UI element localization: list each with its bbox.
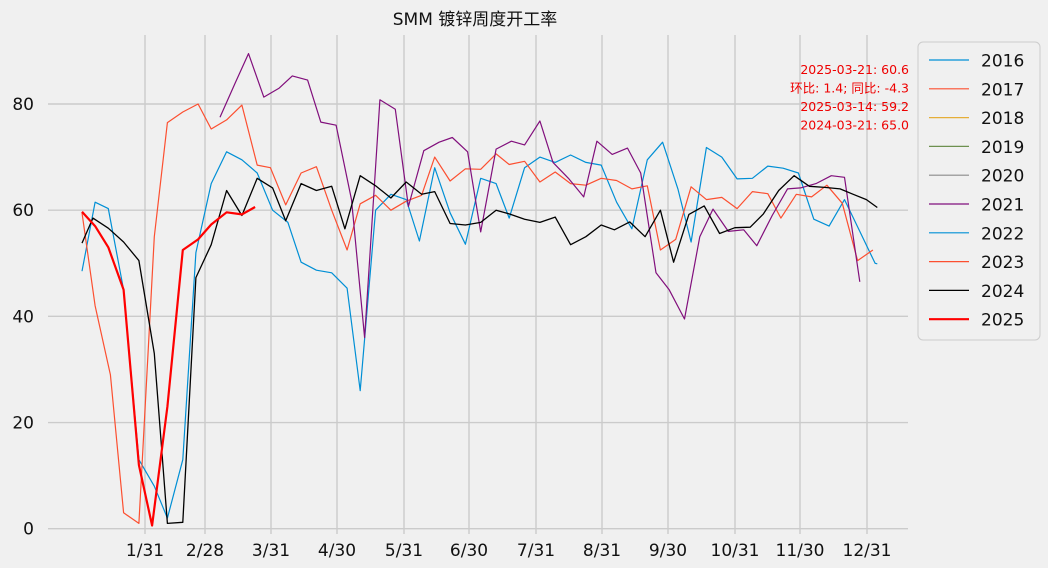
series-line-2024 — [81, 175, 878, 525]
series-line-2016 — [81, 141, 878, 519]
legend-label: 2018 — [981, 109, 1024, 129]
legend: 2016 2017 2018 2019 2020 2021 2022 2023 2024 2025 — [917, 41, 1041, 341]
x-tick-label: 3/31 — [252, 541, 290, 561]
annotation-line: 2025-03-14: 59.2 — [800, 99, 909, 114]
x-tick-label: 6/30 — [450, 541, 488, 561]
series-line-2021 — [219, 53, 861, 339]
series-lines — [81, 53, 878, 527]
x-axis: 1/31 2/28 3/31 4/30 5/31 6/30 7/31 8/31 9/30 10/3… — [126, 541, 892, 561]
legend-label: 2021 — [981, 196, 1024, 216]
y-tick-label: 40 — [12, 307, 34, 327]
legend-label: 2020 — [981, 167, 1024, 187]
x-tick-label: 2/28 — [186, 541, 224, 561]
y-axis: 0 20 40 60 80 — [12, 95, 34, 540]
legend-label: 2023 — [981, 253, 1024, 273]
x-tick-label: 8/31 — [583, 541, 621, 561]
grid — [48, 35, 908, 534]
x-tick-label: 9/30 — [649, 541, 687, 561]
legend-label: 2022 — [981, 224, 1024, 244]
y-tick-label: 60 — [12, 201, 34, 221]
legend-label: 2017 — [981, 80, 1024, 100]
legend-label: 2019 — [981, 138, 1024, 158]
y-tick-label: 0 — [23, 520, 34, 540]
x-tick-label: 1/31 — [126, 541, 164, 561]
chart-title: SMM 镀锌周度开工率 — [393, 10, 558, 30]
legend-label: 2025 — [981, 311, 1024, 331]
series-line-2025 — [81, 206, 256, 527]
x-tick-label: 4/30 — [318, 541, 356, 561]
annotation: 2025-03-21: 60.6 环比: 1.4; 同比: -4.3 2025-03… — [790, 62, 909, 133]
x-tick-label: 7/31 — [517, 541, 555, 561]
legend-box — [917, 41, 1041, 341]
x-tick-label: 10/31 — [711, 541, 760, 561]
x-tick-label: 12/31 — [843, 541, 892, 561]
y-tick-label: 20 — [12, 414, 34, 434]
y-tick-label: 80 — [12, 95, 34, 115]
series-line-2017 — [81, 103, 874, 524]
legend-label: 2024 — [981, 282, 1024, 302]
annotation-line: 环比: 1.4; 同比: -4.3 — [790, 81, 909, 96]
x-tick-label: 5/31 — [385, 541, 423, 561]
x-tick-label: 11/30 — [776, 541, 825, 561]
annotation-line: 2025-03-21: 60.6 — [800, 62, 909, 77]
annotation-line: 2024-03-21: 65.0 — [800, 118, 909, 133]
legend-label: 2016 — [981, 52, 1024, 72]
